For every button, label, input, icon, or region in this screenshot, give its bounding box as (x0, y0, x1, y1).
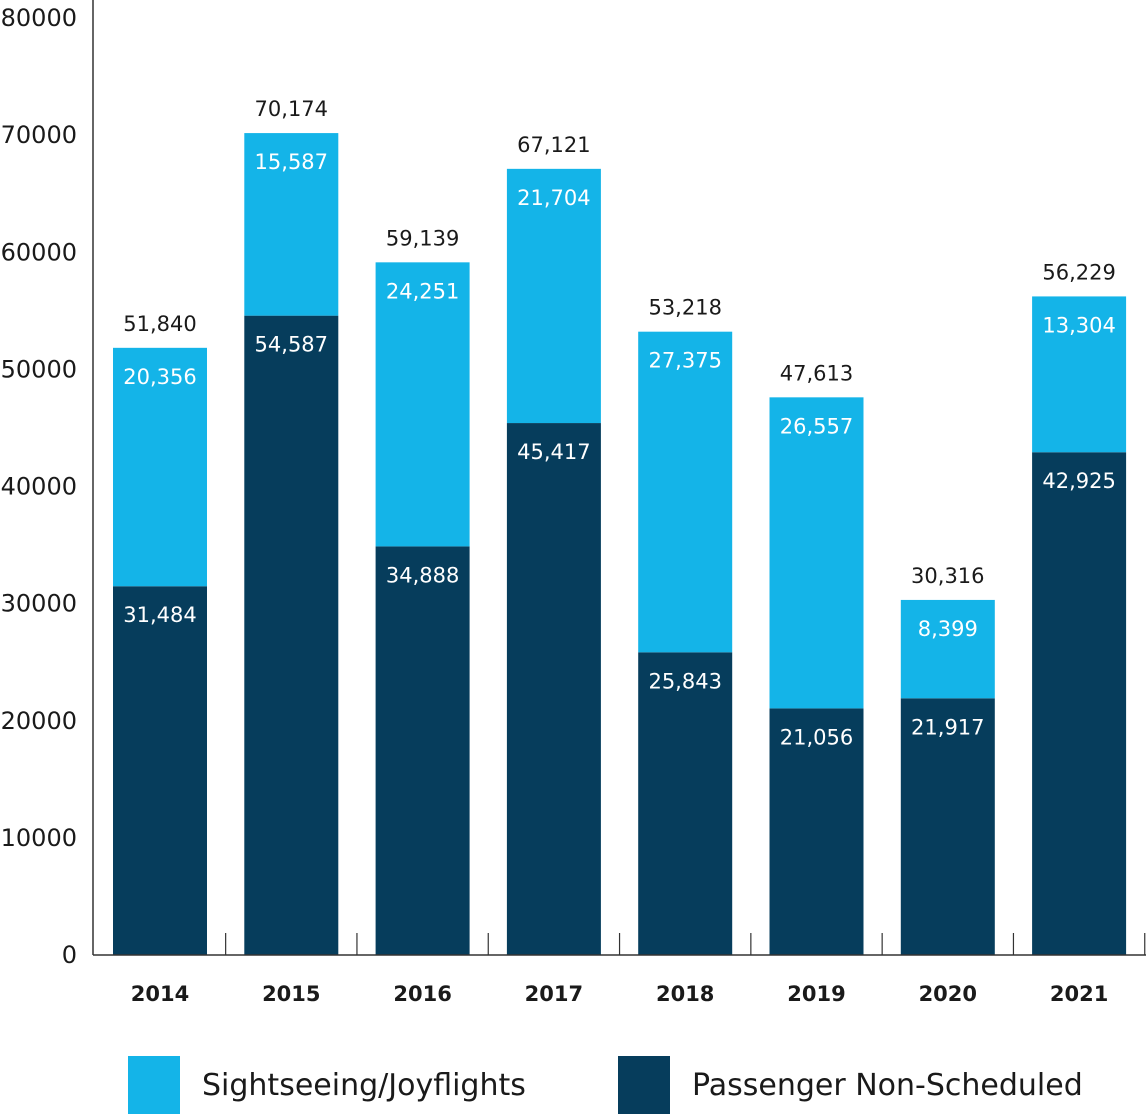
legend-item-sightseeing: Sightseeing/Joyflights (128, 1055, 526, 1115)
legend-label-passenger: Passenger Non-Scheduled (692, 1067, 1083, 1103)
x-category-label: 2021 (1050, 982, 1108, 1006)
total-label: 59,139 (386, 226, 459, 250)
data-label-passenger: 42,925 (1042, 469, 1115, 493)
x-category-label: 2020 (919, 982, 977, 1006)
total-label: 56,229 (1042, 260, 1115, 284)
x-category-label: 2019 (787, 982, 845, 1006)
data-label-passenger: 54,587 (255, 333, 328, 357)
bar-segment-passenger (1032, 452, 1127, 955)
legend-swatch-passenger (618, 1056, 670, 1114)
data-label-sightseeing: 27,375 (648, 349, 721, 373)
x-category-label: 2014 (131, 982, 189, 1006)
y-tick-label: 10000 (1, 824, 77, 852)
total-label: 51,840 (123, 312, 196, 336)
data-label-sightseeing: 13,304 (1042, 313, 1115, 337)
data-label-sightseeing: 21,704 (517, 186, 590, 210)
bar-segment-sightseeing (244, 133, 339, 316)
legend-item-passenger: Passenger Non-Scheduled (618, 1055, 1083, 1115)
legend-swatch-sightseeing (128, 1056, 180, 1114)
data-label-sightseeing: 20,356 (123, 365, 196, 389)
total-label: 67,121 (517, 133, 590, 157)
data-label-passenger: 25,843 (648, 669, 721, 693)
y-tick-label: 20000 (1, 707, 77, 735)
data-label-passenger: 21,917 (911, 715, 984, 739)
y-tick-label: 0 (62, 941, 77, 969)
data-label-sightseeing: 24,251 (386, 279, 459, 303)
bar-segment-sightseeing (900, 599, 995, 699)
data-label-passenger: 21,056 (780, 725, 853, 749)
data-label-sightseeing: 15,587 (255, 150, 328, 174)
bar-segment-passenger (375, 546, 470, 955)
y-axis: 0 10000 20000 30000 40000 50000 60000 70000 8000… (1, 0, 94, 969)
bar-segment-passenger (900, 698, 995, 955)
stacked-bar-chart: 0 10000 20000 30000 40000 50000 60000 70000 8000… (1, 0, 1146, 1006)
bar-segment-passenger (113, 586, 207, 955)
total-label: 70,174 (255, 97, 328, 121)
y-tick-label: 60000 (1, 238, 77, 266)
bar-segment-passenger (769, 708, 864, 955)
y-tick-label: 70000 (1, 121, 77, 149)
legend-label-sightseeing: Sightseeing/Joyflights (202, 1067, 526, 1103)
bar-segment-passenger (244, 315, 339, 955)
bar-segment-sightseeing (375, 262, 470, 547)
x-axis: 2014 2015 2016 2017 2018 2019 2020 2021 (93, 933, 1146, 1006)
data-label-passenger: 45,417 (517, 440, 590, 464)
data-label-passenger: 34,888 (386, 563, 459, 587)
data-label-sightseeing: 26,557 (780, 414, 853, 438)
total-label: 30,316 (911, 564, 984, 588)
x-category-label: 2016 (393, 982, 451, 1006)
bar-segment-passenger (506, 423, 601, 956)
data-label-sightseeing: 8,399 (918, 617, 978, 641)
bar-segment-sightseeing (1032, 296, 1127, 453)
x-category-label: 2015 (262, 982, 320, 1006)
bar-segment-sightseeing (769, 397, 864, 709)
bar-segment-sightseeing (638, 331, 733, 653)
total-label: 53,218 (648, 296, 721, 320)
y-tick-label: 30000 (1, 590, 77, 618)
data-label-passenger: 31,484 (123, 603, 196, 627)
bar-segment-passenger (638, 652, 733, 955)
y-tick-label: 80000 (1, 4, 77, 32)
total-label: 47,613 (780, 361, 853, 385)
bar-segment-sightseeing (113, 347, 207, 587)
bars-group: 31,484 20,356 51,840 54,587 15,587 70,174 34,8… (113, 97, 1127, 956)
bar-segment-sightseeing (506, 168, 601, 424)
x-category-label: 2017 (525, 982, 583, 1006)
x-category-label: 2018 (656, 982, 714, 1006)
y-tick-label: 40000 (1, 473, 77, 501)
y-tick-label: 50000 (1, 355, 77, 383)
